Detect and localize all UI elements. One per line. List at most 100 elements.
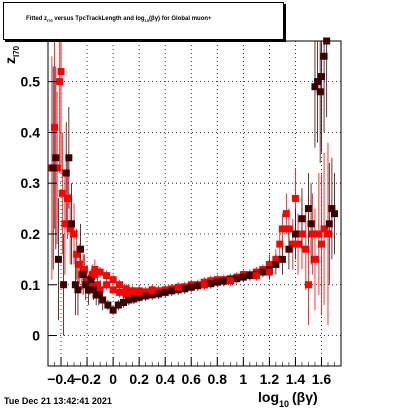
data-point bbox=[80, 266, 88, 274]
data-point bbox=[122, 291, 130, 299]
data-point bbox=[187, 283, 195, 291]
data-point bbox=[60, 281, 68, 289]
data-point bbox=[135, 293, 143, 301]
data-point bbox=[122, 285, 130, 293]
data-point bbox=[129, 287, 137, 295]
data-point bbox=[317, 240, 325, 248]
data-point bbox=[174, 283, 182, 291]
y-tick-label: 0 bbox=[32, 328, 40, 344]
data-point bbox=[103, 272, 111, 280]
x-tick-label: 1.4 bbox=[286, 371, 306, 387]
data-point bbox=[66, 225, 74, 233]
x-tick-label: 1 bbox=[239, 371, 247, 387]
data-point bbox=[58, 189, 66, 197]
data-point bbox=[302, 245, 310, 253]
data-point bbox=[77, 245, 85, 253]
x-axis-label: log10 (βγ) bbox=[258, 389, 318, 409]
timestamp: Tue Dec 21 13:42:41 2021 bbox=[4, 396, 112, 406]
data-point bbox=[64, 194, 72, 202]
data-point bbox=[226, 277, 234, 285]
data-point bbox=[65, 154, 73, 162]
data-point bbox=[51, 123, 59, 131]
data-point bbox=[54, 255, 62, 263]
y-tick-label: 0.1 bbox=[21, 277, 41, 293]
data-point bbox=[57, 67, 65, 75]
data-point bbox=[304, 281, 312, 289]
data-point bbox=[278, 225, 286, 233]
data-point bbox=[294, 240, 302, 248]
data-point bbox=[53, 164, 61, 172]
data-point bbox=[114, 301, 122, 309]
data-point bbox=[62, 169, 70, 177]
y-tick-label: 0.5 bbox=[21, 74, 41, 90]
data-point bbox=[93, 281, 101, 289]
data-point bbox=[330, 210, 338, 218]
data-point bbox=[148, 287, 156, 295]
data-point bbox=[109, 306, 117, 314]
data-point bbox=[83, 276, 91, 284]
data-point bbox=[95, 291, 103, 299]
data-point bbox=[207, 280, 215, 288]
x-tick-labels: −0.4−0.2 0 0.2 0.4 0.6 0.8 1 1.2 1.4 1.6 bbox=[47, 371, 331, 387]
data-point bbox=[252, 272, 260, 280]
data-point bbox=[314, 78, 322, 86]
data-point bbox=[61, 220, 69, 228]
x-tick-label: −0.4 bbox=[47, 371, 75, 387]
data-point bbox=[316, 88, 324, 96]
data-point bbox=[194, 282, 202, 290]
data-point bbox=[87, 276, 95, 284]
data-point bbox=[320, 52, 328, 60]
x-tick-label: 1.6 bbox=[312, 371, 332, 387]
data-point bbox=[79, 271, 87, 279]
y-tick-label: 0.4 bbox=[21, 124, 41, 140]
data-point bbox=[265, 260, 273, 268]
data-point bbox=[96, 286, 104, 294]
data-point bbox=[298, 230, 306, 238]
x-tick-label: 0.2 bbox=[129, 371, 149, 387]
data-point bbox=[71, 281, 79, 289]
data-point bbox=[213, 278, 221, 286]
data-point bbox=[233, 275, 241, 283]
data-point bbox=[311, 255, 319, 263]
chart-title: Fitted zI70 versus TpcTrackLength and lo… bbox=[26, 16, 212, 24]
x-tick-label: −0.2 bbox=[73, 371, 101, 387]
data-point bbox=[125, 296, 133, 304]
data-point bbox=[276, 240, 284, 248]
data-point bbox=[84, 286, 92, 294]
data-point bbox=[142, 292, 150, 300]
data-point bbox=[311, 83, 319, 91]
data-point bbox=[239, 273, 247, 281]
data-point bbox=[96, 268, 104, 276]
data-point bbox=[70, 230, 78, 238]
data-point bbox=[103, 281, 111, 289]
data-point bbox=[289, 240, 297, 248]
data-point bbox=[86, 281, 94, 289]
data-markers bbox=[48, 37, 338, 314]
y-tick-labels: 0 0.1 0.2 0.3 0.4 0.5 bbox=[21, 74, 41, 344]
data-point bbox=[304, 205, 312, 213]
data-point bbox=[307, 220, 315, 228]
y-axis-label: zI70 bbox=[2, 45, 21, 64]
data-point bbox=[323, 37, 331, 45]
data-point bbox=[109, 276, 117, 284]
x-tick-label: 0.8 bbox=[208, 371, 228, 387]
data-point bbox=[308, 230, 316, 238]
y-tick-label: 0.3 bbox=[21, 175, 41, 191]
data-point bbox=[82, 281, 90, 289]
data-point bbox=[291, 230, 299, 238]
data-point bbox=[272, 255, 280, 263]
data-point bbox=[130, 295, 138, 303]
data-point bbox=[161, 288, 169, 296]
data-point bbox=[220, 277, 228, 285]
data-point bbox=[135, 288, 143, 296]
data-point bbox=[320, 225, 328, 233]
data-point bbox=[285, 225, 293, 233]
data-point bbox=[99, 296, 107, 304]
data-point bbox=[285, 245, 293, 253]
data-point bbox=[56, 78, 64, 86]
data-point bbox=[120, 299, 128, 307]
data-point bbox=[328, 205, 336, 213]
axis-ticks bbox=[47, 81, 335, 366]
x-tick-label: 0 bbox=[109, 371, 117, 387]
